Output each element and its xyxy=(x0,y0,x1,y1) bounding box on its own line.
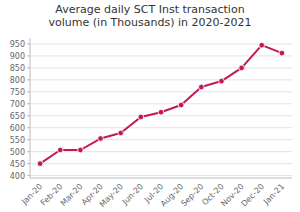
point xyxy=(78,147,84,153)
y-tick-label: 650 xyxy=(10,112,25,121)
point xyxy=(178,102,184,108)
grid-line xyxy=(30,91,292,92)
grid-line xyxy=(30,127,292,128)
point xyxy=(279,50,285,56)
x-tick-label: Dec-20 xyxy=(239,182,266,209)
x-tick-label: Mar-20 xyxy=(59,182,85,208)
background xyxy=(0,0,300,212)
x-axis-line xyxy=(30,178,292,179)
grid-line xyxy=(30,175,292,176)
grid-line xyxy=(30,163,292,164)
line xyxy=(40,45,282,163)
y-tick-label: 400 xyxy=(10,172,25,181)
y-tick-label: 850 xyxy=(10,64,25,73)
y-tick-label: 950 xyxy=(10,40,25,49)
grid-line xyxy=(30,79,292,80)
y-tick-label: 600 xyxy=(10,124,25,133)
x-tick-label: May-20 xyxy=(98,182,125,209)
point xyxy=(158,109,164,115)
point xyxy=(37,161,43,167)
y-tick-label: 800 xyxy=(10,76,25,85)
point xyxy=(98,136,104,142)
point xyxy=(239,65,245,71)
grid-line xyxy=(30,103,292,104)
chart: Average daily SCT Inst transactionvolume… xyxy=(0,0,300,212)
title-line: Average daily SCT Inst transaction xyxy=(55,3,244,16)
grid-line xyxy=(30,67,292,68)
grid-line xyxy=(30,115,292,116)
grid-line xyxy=(30,151,292,152)
point xyxy=(57,147,63,153)
title: Average daily SCT Inst transactionvolume… xyxy=(49,3,252,29)
y-tick-label: 750 xyxy=(10,88,25,97)
chart-container: Average daily SCT Inst transactionvolume… xyxy=(0,0,300,212)
y-tick-label: 700 xyxy=(10,100,25,109)
point xyxy=(118,130,124,136)
point xyxy=(199,84,205,90)
point xyxy=(219,78,225,84)
y-axis-line xyxy=(30,38,31,178)
point xyxy=(138,114,144,120)
plot-area xyxy=(37,42,284,166)
x-tick-label: Jun-20 xyxy=(120,182,145,207)
point xyxy=(259,42,265,48)
y-tick-label: 450 xyxy=(10,160,25,169)
title-line: volume (in Thousands) in 2020-2021 xyxy=(49,16,252,29)
grid-line xyxy=(30,139,292,140)
y-tick-label: 550 xyxy=(10,136,25,145)
grid-line xyxy=(30,43,292,44)
x-tick-label: Sep-20 xyxy=(179,182,205,208)
x-tick-label: Jan-21 xyxy=(261,182,286,207)
y-tick-label: 900 xyxy=(10,52,25,61)
y-tick-label: 500 xyxy=(10,148,25,157)
y-grid xyxy=(27,44,292,176)
